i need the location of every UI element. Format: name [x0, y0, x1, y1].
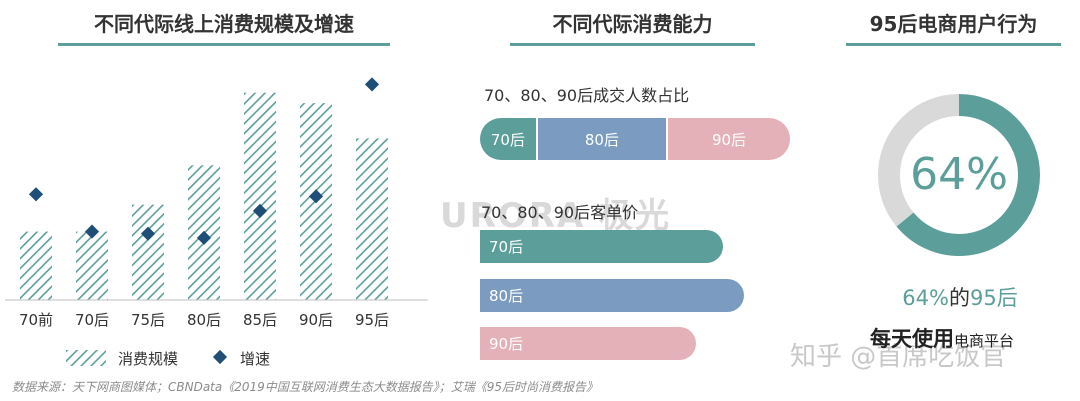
share-stacked-bar: 70后 80后 90后 — [480, 118, 790, 160]
right-title-underline — [846, 43, 1061, 46]
x-tick-label: 85后 — [243, 311, 277, 329]
legend-label-bar: 消费规模 — [118, 350, 178, 368]
price-subtitle: 70、80、90后客单价 — [481, 203, 639, 222]
share-segment-label: 90后 — [711, 130, 747, 149]
left-panel-title: 不同代际线上消费规模及增速 — [94, 12, 354, 36]
watermark-zhihu: 知乎 @首席吃饭官 — [790, 342, 1007, 372]
generation-spending-chart: 70前 70后 75后 80后 85后 90后 95后 消费规模 增速 — [5, 77, 428, 368]
legend-swatch-bar — [66, 350, 106, 366]
share-segment-label: 70后 — [490, 130, 525, 149]
donut-value-gen: 95后 — [969, 286, 1018, 310]
share-segment-80后: 80后 — [535, 118, 666, 160]
donut-value-pct: 64% — [902, 286, 949, 310]
growth-marker-75后 — [140, 226, 156, 241]
share-segment-90后: 90后 — [666, 118, 790, 160]
donut-chart: 64% — [878, 94, 1040, 256]
legend-label-marker: 增速 — [240, 350, 270, 368]
right-panel-title: 95后电商用户行为 — [869, 12, 1038, 36]
donut-caption-small: 电商平台 — [954, 332, 1015, 350]
donut-caption: 每天使用电商平台 — [870, 323, 1014, 353]
price-bar-label: 80后 — [489, 286, 524, 305]
bar-70前 — [20, 231, 52, 300]
bar-70后 — [76, 231, 108, 300]
price-bar-90后: 90后 — [480, 327, 696, 360]
donut-value-line: 64%的95后 — [880, 282, 1040, 312]
share-segment-70后: 70后 — [480, 118, 536, 160]
x-tick-label: 80后 — [187, 311, 221, 329]
donut-caption-big: 每天使用 — [870, 327, 954, 351]
x-tick-label: 75后 — [131, 311, 165, 329]
price-bar-80后: 80后 — [480, 278, 744, 312]
price-bar-label: 90后 — [489, 335, 524, 353]
data-source-note: 数据来源：天下网商图媒体；CBNData《2019中国互联网消费生态大数据报告》… — [12, 380, 599, 394]
donut-value-suffix: 的 — [948, 286, 970, 310]
bar-95后 — [356, 138, 388, 300]
x-tick-label: 90后 — [299, 311, 333, 329]
donut-center-label: 64% — [910, 149, 1008, 200]
price-bar-70后: 70后 — [480, 230, 723, 263]
growth-marker-90后 — [308, 189, 324, 204]
x-tick-label: 70前 — [19, 311, 53, 329]
share-subtitle: 70、80、90后成交人数占比 — [484, 86, 690, 105]
legend-swatch-marker — [212, 349, 228, 365]
left-title-underline — [58, 43, 390, 46]
bar-85后 — [244, 92, 276, 301]
x-tick-label: 95后 — [355, 311, 389, 329]
price-bar-chart: 70后 80后 90后 — [480, 230, 780, 360]
growth-marker-95后 — [364, 77, 380, 92]
middle-panel-title: 不同代际消费能力 — [552, 12, 713, 36]
growth-marker-70前 — [28, 187, 44, 202]
growth-marker-85后 — [252, 203, 268, 218]
middle-title-underline — [510, 43, 755, 46]
bar-75后 — [132, 204, 164, 300]
x-tick-label: 70后 — [75, 311, 109, 329]
share-segment-label: 80后 — [584, 130, 619, 149]
growth-marker-80后 — [196, 230, 212, 245]
price-bar-label: 70后 — [489, 238, 524, 256]
watermark-aurora: URORA 极光 — [440, 196, 672, 236]
donut-slice-rest — [878, 94, 1040, 256]
